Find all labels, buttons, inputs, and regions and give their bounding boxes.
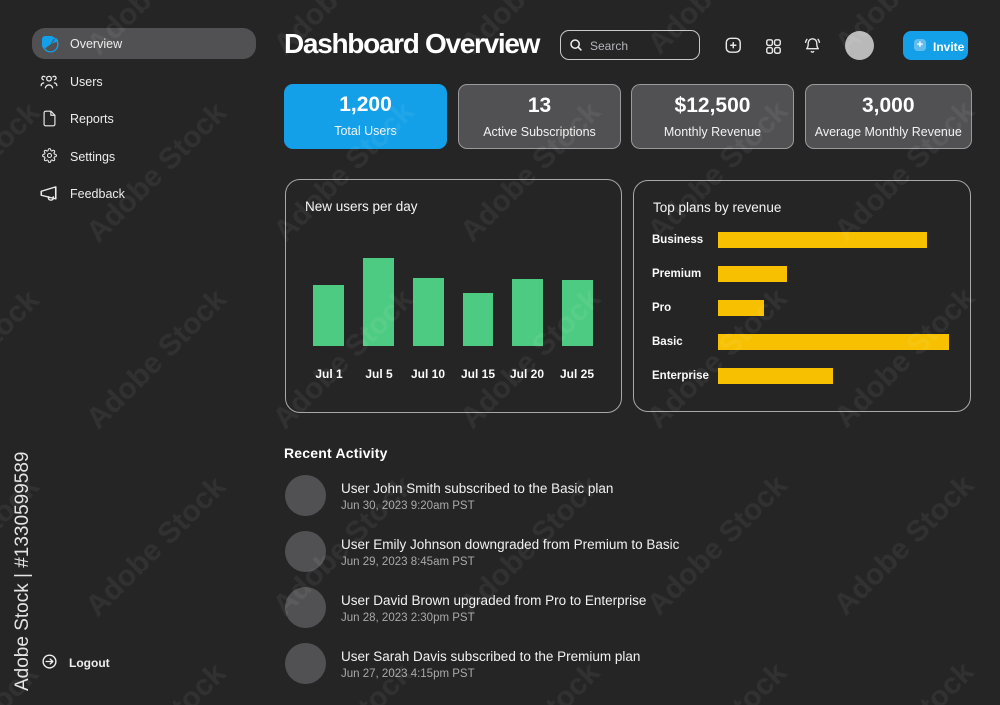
svg-text:Adobe Stock | #1330599589: Adobe Stock | #1330599589 [12, 452, 33, 691]
